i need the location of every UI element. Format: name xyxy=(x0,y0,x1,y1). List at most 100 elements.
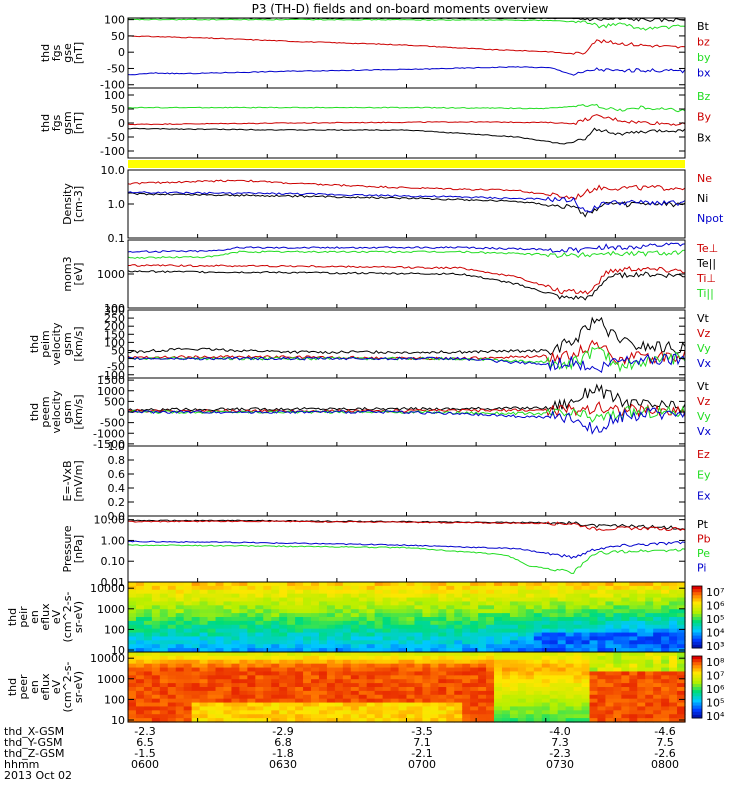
spectrogram-cell xyxy=(287,718,296,723)
spectrogram-cell xyxy=(669,714,678,719)
spectrogram-cell xyxy=(128,679,137,684)
spectrogram-cell xyxy=(135,605,145,610)
spectrogram-cell xyxy=(454,613,463,618)
spectrogram-cell xyxy=(215,659,225,665)
spectrogram-cell xyxy=(525,718,535,723)
spectrogram-cell xyxy=(311,687,320,692)
spectrogram-cell xyxy=(279,698,288,704)
spectrogram-cell xyxy=(398,605,408,610)
spectrogram-cell xyxy=(438,663,447,669)
spectrogram-cell xyxy=(223,671,233,676)
spectrogram-cell xyxy=(677,675,686,680)
spectrogram-cell xyxy=(422,589,431,595)
spectrogram-cell xyxy=(478,702,487,708)
spectrogram-cell xyxy=(279,683,288,688)
spectrogram-cell xyxy=(271,585,280,591)
spectrogram-cell xyxy=(446,620,455,626)
spectrogram-cell xyxy=(494,652,503,657)
spectrogram-cell xyxy=(334,617,344,622)
spectrogram-cell xyxy=(239,706,248,711)
spectrogram-cell xyxy=(263,663,272,669)
spectrogram-cell xyxy=(454,593,463,599)
spectrogram-cell xyxy=(342,652,352,657)
spectrogram-cell xyxy=(462,617,471,622)
spectrogram-cell xyxy=(605,652,614,657)
spectrogram-cell xyxy=(255,687,264,692)
spectrogram-cell xyxy=(677,698,686,704)
spectrogram-cell xyxy=(175,655,185,661)
y-tick-label: 10000 xyxy=(90,582,125,595)
spectrogram-cell xyxy=(557,585,567,591)
spectrogram-cell xyxy=(271,648,280,653)
spectrogram-cell xyxy=(621,702,630,708)
spectrogram-cell xyxy=(597,652,607,657)
spectrogram-cell xyxy=(605,605,614,610)
spectrogram-cell xyxy=(454,628,463,634)
spectrogram-cell xyxy=(669,636,678,641)
spectrogram-cell xyxy=(366,632,376,638)
spectrogram-cell xyxy=(183,683,193,688)
spectrogram-cell xyxy=(645,718,654,723)
spectrogram-cell xyxy=(462,593,471,599)
spectrogram-cell xyxy=(446,698,455,704)
spectrogram-cell xyxy=(366,655,376,661)
spectrogram-cell xyxy=(247,683,256,688)
spectrogram-cell xyxy=(342,589,352,595)
spectrogram-cell xyxy=(167,714,177,719)
spectrogram-cell xyxy=(239,628,248,634)
spectrogram-cell xyxy=(199,667,209,673)
spectrogram-cell xyxy=(494,698,503,704)
spectrogram-cell xyxy=(223,718,233,723)
spectrogram-cell xyxy=(653,582,662,587)
spectrogram-cell xyxy=(303,683,312,688)
spectrogram-cell xyxy=(533,702,543,708)
spectrogram-cell xyxy=(167,671,177,676)
spectrogram-cell xyxy=(350,624,360,630)
legend-label: Pt xyxy=(697,518,709,531)
y-axis-label: Pressure xyxy=(61,525,74,572)
spectrogram-cell xyxy=(565,609,575,614)
spectrogram-cell xyxy=(287,683,296,688)
spectrogram-cell xyxy=(255,698,264,704)
spectrogram-cell xyxy=(613,589,622,595)
spectrogram-cell xyxy=(422,585,431,591)
spectrogram-cell xyxy=(255,644,264,649)
spectrogram-cell xyxy=(311,636,320,641)
spectrogram-cell xyxy=(637,659,646,665)
spectrogram-cell xyxy=(494,617,503,622)
spectrogram-cell xyxy=(247,679,256,684)
y-tick-label: 10000 xyxy=(90,652,125,665)
colorbar-frame xyxy=(691,585,703,649)
spectrogram-cell xyxy=(318,687,328,692)
spectrogram-cell xyxy=(303,601,312,606)
spectrogram-cell xyxy=(191,655,201,661)
colorbar-cell xyxy=(692,711,702,716)
spectrogram-cell xyxy=(263,671,272,676)
spectrogram-cell xyxy=(191,702,201,708)
spectrogram-cell xyxy=(501,663,511,669)
spectrogram-cell xyxy=(430,601,439,606)
spectrogram-cell xyxy=(223,714,233,719)
spectrogram-cell xyxy=(501,632,511,638)
spectrogram-cell xyxy=(637,698,646,704)
spectrogram-cell xyxy=(398,718,408,723)
panel-peim: 300250200150100500-50-100thdpeimvelocity… xyxy=(28,304,712,382)
spectrogram-cell xyxy=(430,702,439,708)
spectrogram-cell xyxy=(494,644,503,649)
spectrogram-cell xyxy=(517,605,527,610)
x-axis-value: -4.0 xyxy=(549,725,570,738)
spectrogram-cell xyxy=(175,593,185,599)
spectrogram-cell xyxy=(541,620,551,626)
spectrogram-cell xyxy=(255,605,264,610)
spectrogram-cell xyxy=(581,718,591,723)
spectrogram-cell xyxy=(613,683,622,688)
spectrogram-cell xyxy=(573,601,583,606)
legend-label: Pe xyxy=(697,547,710,560)
spectrogram-cell xyxy=(247,718,256,723)
x-axis-value: -3.5 xyxy=(411,725,432,738)
spectrogram-cell xyxy=(334,694,344,700)
x-axis-value: -2.1 xyxy=(411,747,432,760)
spectrogram-cell xyxy=(541,589,551,595)
spectrogram-cell xyxy=(669,593,678,599)
spectrogram-cell xyxy=(271,655,280,661)
